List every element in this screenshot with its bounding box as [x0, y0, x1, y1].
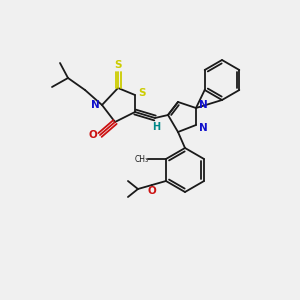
Text: O: O: [148, 186, 156, 196]
Text: N: N: [91, 100, 99, 110]
Text: H: H: [152, 122, 160, 132]
Text: S: S: [114, 60, 122, 70]
Text: N: N: [199, 123, 207, 133]
Text: S: S: [138, 88, 146, 98]
Text: O: O: [88, 130, 98, 140]
Text: CH₃: CH₃: [135, 154, 149, 164]
Text: N: N: [199, 100, 207, 110]
